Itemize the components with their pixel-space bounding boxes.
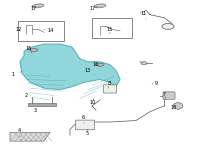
- FancyBboxPatch shape: [103, 85, 117, 93]
- Text: 9: 9: [152, 81, 158, 86]
- Text: 7: 7: [162, 92, 166, 98]
- Text: 5: 5: [85, 129, 89, 136]
- Text: 6: 6: [81, 115, 85, 123]
- Text: 2: 2: [24, 93, 34, 100]
- Text: 4: 4: [17, 128, 21, 137]
- Text: 17: 17: [90, 6, 98, 11]
- Text: 8: 8: [107, 81, 111, 88]
- Text: 16: 16: [93, 62, 100, 67]
- FancyBboxPatch shape: [163, 92, 175, 99]
- Text: 14: 14: [44, 28, 54, 33]
- Text: 3: 3: [33, 106, 42, 113]
- Text: 16: 16: [26, 46, 32, 53]
- Polygon shape: [10, 132, 50, 141]
- Ellipse shape: [30, 49, 38, 51]
- Text: 18: 18: [171, 104, 177, 110]
- FancyBboxPatch shape: [75, 120, 95, 130]
- Text: 12: 12: [16, 27, 22, 32]
- Ellipse shape: [162, 24, 174, 29]
- Text: 15: 15: [107, 27, 113, 34]
- Ellipse shape: [96, 63, 104, 66]
- Polygon shape: [28, 103, 56, 106]
- Ellipse shape: [94, 4, 106, 8]
- Text: 10: 10: [89, 98, 96, 105]
- Ellipse shape: [141, 62, 147, 65]
- Text: 11: 11: [141, 11, 147, 19]
- Text: 13: 13: [85, 68, 94, 75]
- Text: 1: 1: [11, 72, 21, 77]
- Polygon shape: [20, 44, 120, 90]
- Ellipse shape: [32, 4, 44, 8]
- Text: 17: 17: [31, 6, 40, 11]
